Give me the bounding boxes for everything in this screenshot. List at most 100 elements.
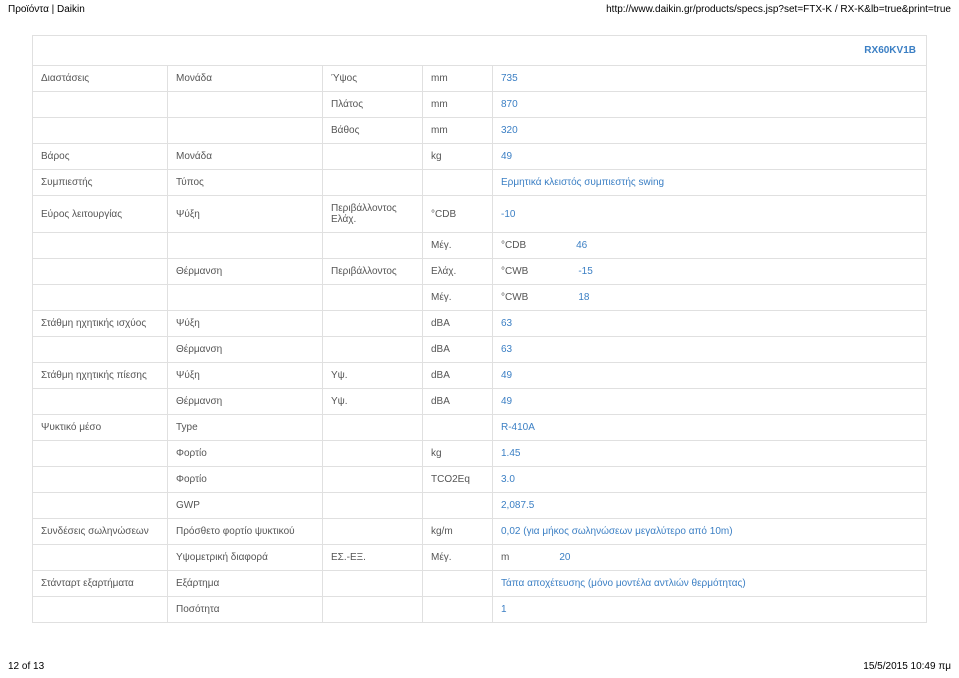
- table-cell: [33, 233, 168, 259]
- table-cell: Εξάρτημα: [168, 571, 323, 597]
- table-row: Συνδέσεις σωληνώσεωνΠρόσθετο φορτίο ψυκτ…: [33, 519, 927, 545]
- table-cell: Ποσότητα: [168, 597, 323, 623]
- table-cell: 49: [493, 389, 927, 415]
- table-cell: Ψύξη: [168, 363, 323, 389]
- page-header: Προϊόντα | Daikin http://www.daikin.gr/p…: [0, 0, 959, 17]
- table-cell: Φορτίο: [168, 441, 323, 467]
- table-row: Φορτίοkg1.45: [33, 441, 927, 467]
- table-cell: Συνδέσεις σωληνώσεων: [33, 519, 168, 545]
- table-cell: °CWB18: [493, 285, 927, 311]
- table-cell: [323, 337, 423, 363]
- table-row: ΣυμπιεστήςΤύποςΕρμητικά κλειστός συμπιεσ…: [33, 170, 927, 196]
- table-row: Στάνταρτ εξαρτήματαΕξάρτημα Τάπα αποχέτευ…: [33, 571, 927, 597]
- content: RX60KV1BΔιαστάσειςΜονάδαΎψοςmm735Πλάτοςm…: [0, 17, 959, 623]
- table-cell: Συμπιεστής: [33, 170, 168, 196]
- table-cell: 49: [493, 363, 927, 389]
- table-cell: Ελάχ.: [423, 259, 493, 285]
- table-cell: Θέρμανση: [168, 389, 323, 415]
- table-cell: mm: [423, 92, 493, 118]
- table-row: ΘέρμανσηΥψ.dBA49: [33, 389, 927, 415]
- table-cell: [323, 144, 423, 170]
- table-row: GWP2,087.5: [33, 493, 927, 519]
- table-cell: [323, 441, 423, 467]
- table-cell: [33, 441, 168, 467]
- table-cell: dBA: [423, 311, 493, 337]
- table-cell: Μέγ.: [423, 545, 493, 571]
- table-cell: Περιβάλλοντος Ελάχ.: [323, 196, 423, 233]
- table-cell: Μέγ.: [423, 285, 493, 311]
- table-cell: [423, 170, 493, 196]
- table-cell: Πλάτος: [323, 92, 423, 118]
- table-cell: [323, 571, 423, 597]
- table-cell: Ψύξη: [168, 196, 323, 233]
- table-cell: Περιβάλλοντος: [323, 259, 423, 285]
- table-cell: [423, 597, 493, 623]
- table-cell: [33, 493, 168, 519]
- table-cell: Ψύξη: [168, 311, 323, 337]
- model-cell: RX60KV1B: [33, 36, 927, 66]
- table-cell: [33, 259, 168, 285]
- table-row: Υψομετρική διαφοράΕΣ.-ΕΞ.Μέγ.m20: [33, 545, 927, 571]
- table-cell: [323, 170, 423, 196]
- table-cell: Εύρος λειτουργίας: [33, 196, 168, 233]
- table-cell: [323, 493, 423, 519]
- table-cell: [168, 118, 323, 144]
- table-cell: [168, 233, 323, 259]
- table-row: Ψυκτικό μέσοTypeR-410A: [33, 415, 927, 441]
- table-cell: [323, 311, 423, 337]
- table-cell: Τάπα αποχέτευσης (μόνο μοντέλα αντλιών θ…: [493, 571, 927, 597]
- table-cell: dBA: [423, 363, 493, 389]
- table-cell: dBA: [423, 389, 493, 415]
- table-row: ΒάροςΜονάδα kg49: [33, 144, 927, 170]
- table-row: ΔιαστάσειςΜονάδαΎψοςmm735: [33, 66, 927, 92]
- table-cell: mm: [423, 118, 493, 144]
- table-cell: -10: [493, 196, 927, 233]
- table-cell: [33, 285, 168, 311]
- table-cell: 49: [493, 144, 927, 170]
- table-cell: kg: [423, 144, 493, 170]
- header-right: http://www.daikin.gr/products/specs.jsp?…: [606, 4, 951, 15]
- table-cell: Υψ.: [323, 363, 423, 389]
- table-cell: m20: [493, 545, 927, 571]
- table-cell: GWP: [168, 493, 323, 519]
- table-cell: Τύπος: [168, 170, 323, 196]
- table-row: Στάθμη ηχητικής ισχύοςΨύξηdBA63: [33, 311, 927, 337]
- table-cell: [323, 467, 423, 493]
- table-cell: Στάθμη ηχητικής πίεσης: [33, 363, 168, 389]
- table-cell: [323, 285, 423, 311]
- table-cell: mm: [423, 66, 493, 92]
- table-cell: 0,02 (για μήκος σωληνώσεων μεγαλύτερο απ…: [493, 519, 927, 545]
- table-cell: Υψομετρική διαφορά: [168, 545, 323, 571]
- table-row: Ποσότητα 1: [33, 597, 927, 623]
- table-cell: Βάρος: [33, 144, 168, 170]
- table-row: Εύρος λειτουργίαςΨύξηΠεριβάλλοντος Ελάχ.…: [33, 196, 927, 233]
- table-cell: [168, 285, 323, 311]
- table-row: Μέγ.°CDB46: [33, 233, 927, 259]
- table-cell: [33, 467, 168, 493]
- table-cell: Στάνταρτ εξαρτήματα: [33, 571, 168, 597]
- table-row: ΘέρμανσηΠεριβάλλοντοςΕλάχ.°CWB-15: [33, 259, 927, 285]
- table-cell: °CDB46: [493, 233, 927, 259]
- footer-right: 15/5/2015 10:49 πμ: [863, 661, 951, 672]
- table-cell: Μονάδα: [168, 144, 323, 170]
- table-cell: [33, 545, 168, 571]
- table-row: ΘέρμανσηdBA63: [33, 337, 927, 363]
- table-row: ΦορτίοTCO2Eq3.0: [33, 467, 927, 493]
- table-cell: Θέρμανση: [168, 259, 323, 285]
- table-cell: 1: [493, 597, 927, 623]
- table-cell: [33, 597, 168, 623]
- table-cell: Υψ.: [323, 389, 423, 415]
- table-cell: [323, 233, 423, 259]
- table-cell: 63: [493, 337, 927, 363]
- table-row: Στάθμη ηχητικής πίεσηςΨύξηΥψ.dBA49: [33, 363, 927, 389]
- table-cell: Πρόσθετο φορτίο ψυκτικού: [168, 519, 323, 545]
- table-cell: 735: [493, 66, 927, 92]
- table-cell: ΕΣ.-ΕΞ.: [323, 545, 423, 571]
- table-row: Πλάτοςmm870: [33, 92, 927, 118]
- table-cell: [323, 415, 423, 441]
- table-cell: Ψυκτικό μέσο: [33, 415, 168, 441]
- table-cell: Type: [168, 415, 323, 441]
- table-cell: 870: [493, 92, 927, 118]
- spec-table: RX60KV1BΔιαστάσειςΜονάδαΎψοςmm735Πλάτοςm…: [32, 35, 927, 623]
- table-cell: [33, 337, 168, 363]
